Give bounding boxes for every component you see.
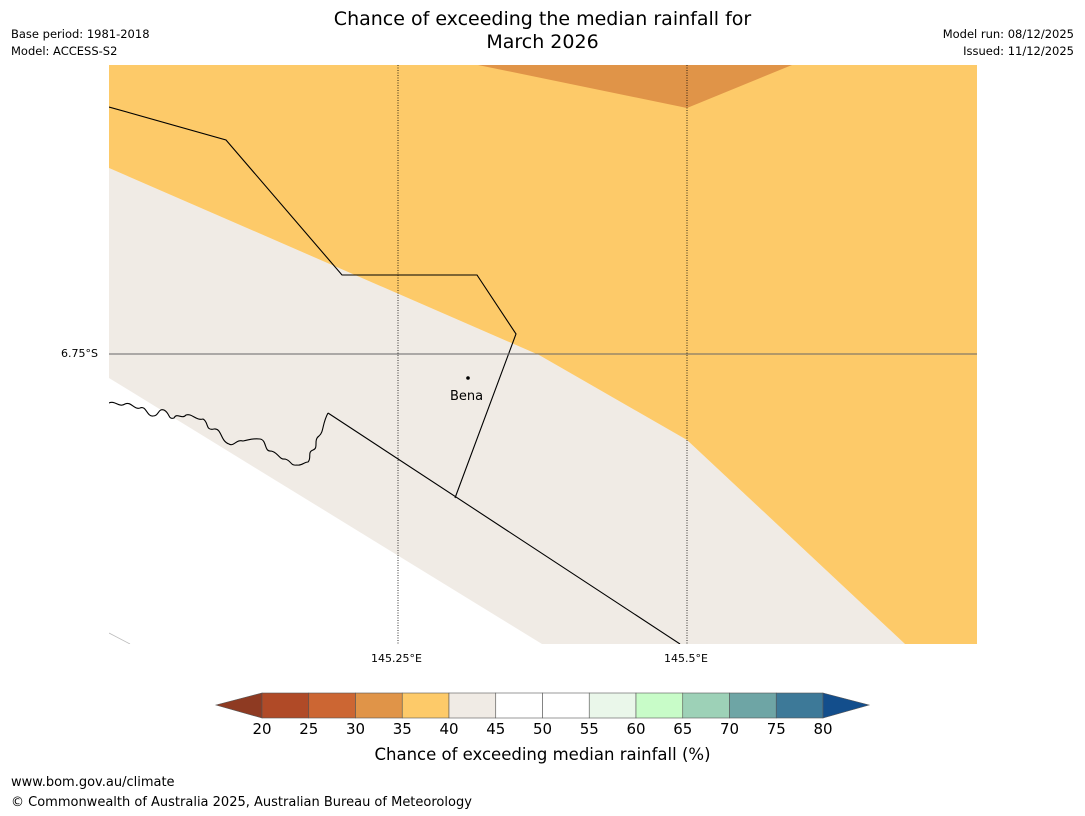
title-line-1: Chance of exceeding the median rainfall … [333, 8, 752, 30]
province-border [109, 106, 517, 499]
meta-right: Model run: 08/12/2025 Issued: 11/12/2025 [943, 26, 1074, 60]
lat-label: 6.75°S [61, 347, 98, 360]
place-label-bena: Bena [450, 389, 484, 404]
colorbar-high-extend [822, 692, 871, 719]
colorbar-box [588, 692, 637, 719]
colorbar-box [635, 692, 684, 719]
model-run: Model run: 08/12/2025 [942, 27, 1074, 41]
colorbar-tick-label: 20 [252, 720, 272, 738]
colorbar-box [448, 692, 497, 719]
bena-marker[interactable] [466, 376, 470, 380]
band-40-45 [109, 168, 905, 644]
base-period: Base period: 1981-2018 [11, 27, 150, 41]
colorbar-tick-label: 65 [673, 720, 693, 738]
model-name: Model: ACCESS-S2 [11, 44, 118, 58]
colorbar-low-extend [214, 692, 263, 719]
colorbar-box [495, 692, 543, 719]
coast-fragment [109, 632, 131, 644]
colorbar-box [682, 692, 730, 719]
footer-copyright: © Commonwealth of Australia 2025, Austra… [11, 795, 472, 810]
colorbar-box [729, 692, 777, 719]
footer-url[interactable]: www.bom.gov.au/climate [11, 775, 175, 790]
colorbar-box [542, 692, 590, 719]
colorbar-box [261, 692, 310, 719]
lon-label-145-25: 145.25°E [371, 652, 422, 665]
province-border-south [327, 412, 681, 644]
lon-label-145-5: 145.5°E [664, 652, 708, 665]
colorbar-tick-label: 70 [719, 720, 740, 738]
colorbar-box [355, 692, 403, 719]
colorbar-tick-label: 75 [766, 720, 786, 738]
colorbar-tick-label: 55 [579, 720, 599, 738]
colorbar [214, 692, 871, 719]
meta-left: Base period: 1981-2018 Model: ACCESS-S2 [11, 26, 150, 60]
colorbar-tick-label: 60 [626, 720, 646, 738]
chart-title: Chance of exceeding the median rainfall … [0, 8, 1085, 54]
colorbar-box [775, 692, 824, 719]
coastline [109, 401, 329, 466]
colorbar-tick-label: 50 [532, 720, 553, 738]
colorbar-boxes [261, 692, 824, 719]
colorbar-box [401, 692, 450, 719]
title-line-2: March 2026 [486, 31, 599, 53]
colorbar-tick-label: 80 [813, 720, 833, 738]
colorbar-tick-label: 45 [486, 720, 506, 738]
band-30-35 [478, 65, 792, 108]
colorbar-title: Chance of exceeding median rainfall (%) [374, 745, 711, 764]
issued-date: Issued: 11/12/2025 [963, 44, 1074, 58]
colorbar-box [308, 692, 356, 719]
map-area[interactable] [109, 65, 977, 644]
colorbar-tick-label: 30 [345, 720, 366, 738]
colorbar-tick-label: 35 [392, 720, 412, 738]
colorbar-tick-label: 25 [299, 720, 319, 738]
colorbar-tick-label: 40 [439, 720, 459, 738]
